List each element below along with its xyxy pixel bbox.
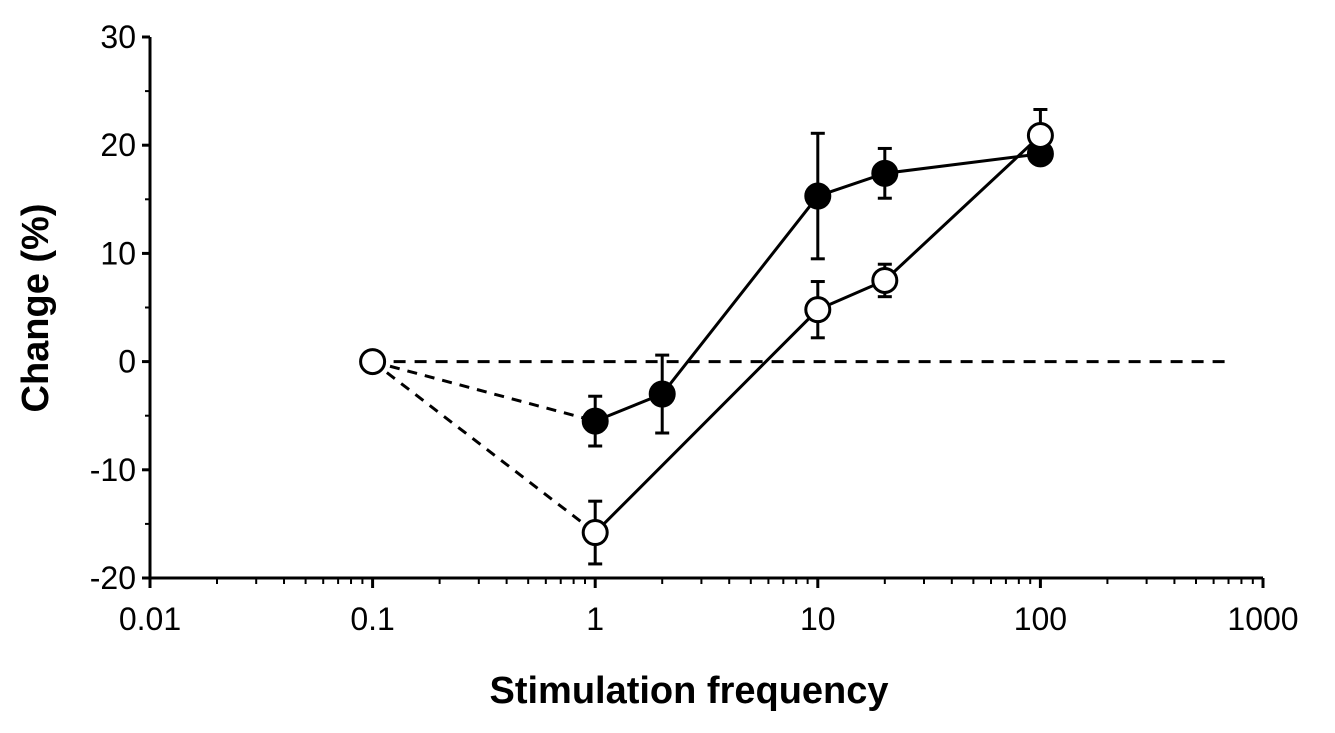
series-2-point <box>581 519 609 547</box>
series-1-point <box>871 159 899 187</box>
series-1-point <box>581 407 609 435</box>
series-2-point <box>804 296 832 324</box>
y-tick-label: 0 <box>118 344 136 380</box>
x-tick-label: 0.01 <box>119 601 181 637</box>
markers <box>359 121 1054 547</box>
series-2-point <box>1026 121 1054 149</box>
x-tick-label: 100 <box>1014 601 1067 637</box>
series-2-dashed-link <box>371 360 597 534</box>
y-tick-label: 10 <box>100 235 136 271</box>
y-tick-label: 30 <box>100 19 136 55</box>
series-lines <box>371 134 1042 534</box>
origin-point <box>359 348 387 376</box>
ticks: -20 -10 0 10 20 30 0.01 0.1 1 10 100 1000 <box>90 19 1299 637</box>
x-tick-label: 0.1 <box>350 601 394 637</box>
series-1-point <box>804 182 832 210</box>
series-1-point <box>648 380 676 408</box>
x-tick-label: 1000 <box>1227 601 1298 637</box>
x-tick-label: 10 <box>800 601 836 637</box>
y-axis-title: Change (%) <box>15 204 57 413</box>
y-tick-label: 20 <box>100 127 136 163</box>
error-bars <box>588 107 1048 566</box>
series-2-point <box>871 266 899 294</box>
y-tick-label: -10 <box>90 452 136 488</box>
x-tick-label: 1 <box>586 601 604 637</box>
x-axis-title: Stimulation frequency <box>489 670 888 712</box>
y-tick-label: -20 <box>90 560 136 596</box>
series-1-dashed-link <box>372 360 596 423</box>
axes <box>148 37 1263 580</box>
series-2-line <box>594 134 1042 534</box>
